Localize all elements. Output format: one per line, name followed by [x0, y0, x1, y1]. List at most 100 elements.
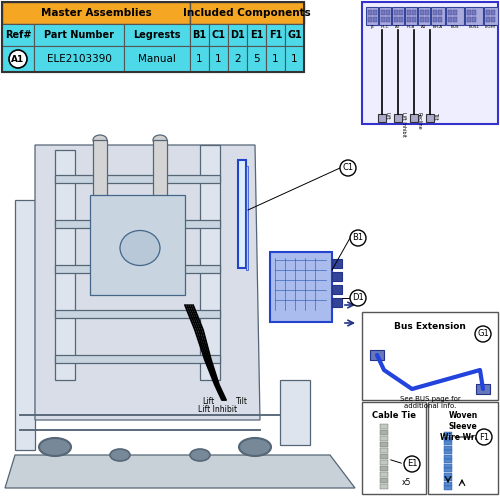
Text: 1: 1	[196, 54, 203, 64]
Bar	[418, 7, 430, 25]
Bar	[444, 486, 452, 490]
Ellipse shape	[153, 135, 167, 145]
Bar	[444, 463, 452, 468]
Bar	[380, 436, 388, 441]
Bar	[190, 46, 209, 72]
Text: 1: 1	[272, 54, 279, 64]
Bar	[332, 259, 342, 268]
Bar	[373, 10, 377, 15]
Bar	[370, 350, 384, 360]
Bar	[453, 17, 457, 22]
Bar	[55, 265, 220, 273]
Bar	[394, 10, 398, 15]
Text: Included Components: Included Components	[183, 8, 311, 18]
Bar	[407, 17, 411, 22]
Bar	[368, 10, 372, 15]
Bar	[285, 46, 304, 72]
Text: Manual: Manual	[138, 54, 176, 64]
Bar	[394, 17, 398, 22]
Bar	[392, 7, 404, 25]
Bar	[380, 466, 388, 471]
Bar	[228, 24, 247, 46]
Text: 1: 1	[215, 54, 222, 64]
Bar	[438, 10, 442, 15]
Bar	[405, 7, 417, 25]
Text: Ref#: Ref#	[5, 30, 31, 40]
Text: Legrests: Legrests	[133, 30, 181, 40]
Bar	[34, 24, 124, 46]
Bar	[407, 10, 411, 15]
Bar	[380, 430, 388, 435]
Circle shape	[340, 160, 356, 176]
Bar	[55, 175, 220, 183]
Bar	[373, 17, 377, 22]
Bar	[380, 484, 388, 489]
Bar	[491, 10, 495, 15]
Text: 5: 5	[253, 54, 260, 64]
Text: A1: A1	[422, 25, 426, 29]
Text: x5: x5	[402, 478, 410, 487]
Bar	[379, 7, 391, 25]
Bar	[444, 436, 452, 440]
Bar	[446, 7, 464, 25]
Bar	[246, 166, 248, 270]
Text: Lift: Lift	[385, 112, 390, 120]
Bar	[394, 114, 402, 122]
Bar	[438, 17, 442, 22]
Text: Woven
Sleeve
Wire Wrap: Woven Sleeve Wire Wrap	[440, 411, 486, 442]
Bar	[266, 24, 285, 46]
Bar	[200, 145, 220, 380]
Bar	[444, 441, 452, 445]
Bar	[332, 272, 342, 281]
Text: G1: G1	[477, 329, 489, 338]
Text: LIGHT: LIGHT	[485, 25, 497, 29]
Bar	[486, 17, 490, 22]
Bar	[366, 7, 378, 25]
Circle shape	[350, 230, 366, 246]
Text: C1: C1	[212, 30, 226, 40]
Text: Lift Inhibit: Lift Inhibit	[198, 405, 237, 414]
Text: Master Assemblies: Master Assemblies	[40, 8, 152, 18]
Bar	[444, 477, 452, 481]
Bar	[444, 473, 452, 477]
Bar	[247, 46, 266, 72]
Text: A1: A1	[12, 55, 24, 63]
Bar	[425, 17, 429, 22]
Bar	[332, 285, 342, 294]
Text: BH-A: BH-A	[433, 25, 443, 29]
Bar	[190, 24, 209, 46]
Bar	[2, 24, 34, 46]
Text: See BUS page for
additional info.: See BUS page for additional info.	[400, 396, 460, 409]
Bar	[378, 114, 386, 122]
Bar	[209, 46, 228, 72]
Bar	[2, 46, 34, 72]
Bar	[270, 252, 332, 322]
Text: B1: B1	[192, 30, 206, 40]
Text: 1: 1	[291, 54, 298, 64]
Bar	[476, 384, 490, 394]
Bar	[410, 114, 418, 122]
Bar	[412, 17, 416, 22]
Bar	[368, 17, 372, 22]
Bar	[190, 2, 304, 24]
Bar	[380, 472, 388, 477]
Bar	[467, 17, 471, 22]
Polygon shape	[15, 200, 35, 450]
Bar	[362, 312, 498, 400]
Bar	[486, 10, 490, 15]
Bar	[420, 10, 424, 15]
Bar	[386, 17, 390, 22]
Text: BUS1: BUS1	[468, 25, 479, 29]
Text: 2: 2	[234, 54, 241, 64]
Text: Part Number: Part Number	[44, 30, 114, 40]
Bar	[285, 24, 304, 46]
Text: D1: D1	[352, 294, 364, 303]
Ellipse shape	[39, 438, 71, 456]
Text: E1: E1	[250, 30, 263, 40]
Text: IH-B: IH-B	[407, 25, 415, 29]
Text: Lift: Lift	[202, 397, 214, 406]
Text: Tilt: Tilt	[433, 112, 438, 120]
Bar	[153, 140, 167, 215]
Ellipse shape	[110, 449, 130, 461]
Bar	[491, 17, 495, 22]
